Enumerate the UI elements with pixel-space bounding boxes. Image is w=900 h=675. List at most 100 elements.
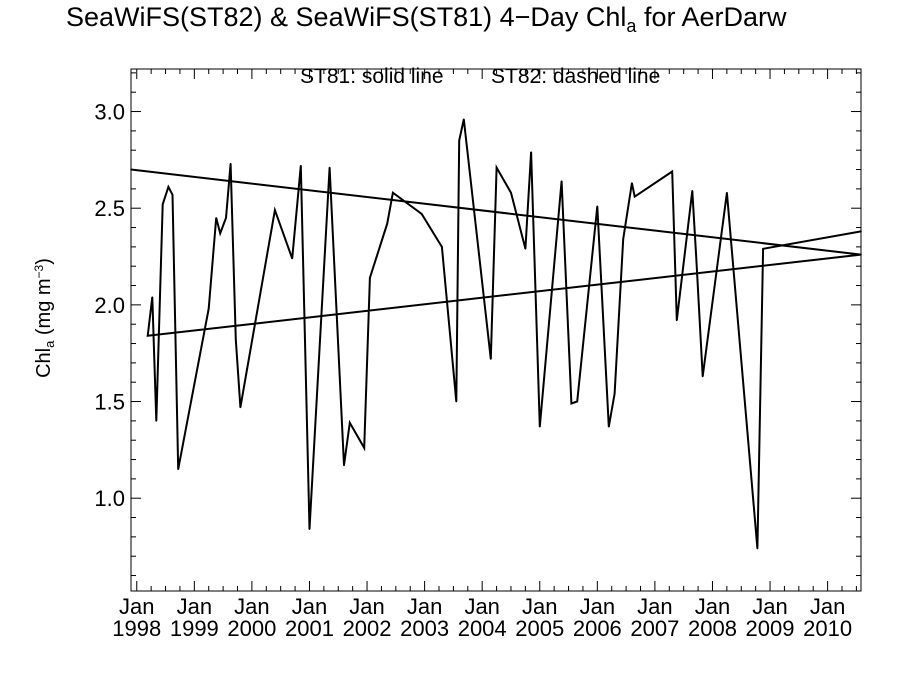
data-point (530, 151, 532, 153)
series-group (130, 118, 862, 550)
data-point (441, 246, 443, 248)
x-tick-label-month: Jan (580, 594, 615, 619)
x-tick-label-month: Jan (810, 594, 845, 619)
x-tick-label-month: Jan (522, 594, 557, 619)
data-point (207, 307, 210, 310)
data-point (462, 118, 465, 121)
data-point (274, 209, 276, 211)
x-tick-label-year: 2008 (688, 616, 737, 641)
chart-title: SeaWiFS(ST82) & SeaWiFS(ST81) 4−Day Chla… (66, 0, 787, 36)
x-tick-label-month: Jan (292, 594, 327, 619)
x-tick-label-year: 2001 (285, 616, 334, 641)
x-tick-label-year: 2006 (573, 616, 622, 641)
data-point (538, 425, 541, 428)
x-tick-label-year: 1999 (170, 616, 219, 641)
y-axis-label: Chla (mg m−3) (32, 258, 57, 378)
data-point (177, 468, 180, 471)
data-point (608, 425, 610, 428)
data-point (576, 400, 578, 403)
data-point (161, 203, 164, 206)
annotation-solid: ST81: solid line (300, 65, 444, 88)
data-point (524, 248, 527, 250)
x-tick-label-year: 2010 (803, 616, 852, 641)
y-tick-label: 1.5 (94, 390, 125, 415)
data-point (455, 400, 458, 403)
x-tick-label-year: 2002 (343, 616, 392, 641)
data-point (671, 170, 673, 173)
data-point (613, 393, 616, 395)
data-point (458, 139, 460, 142)
y-axis-label-unit-close: ) (33, 258, 55, 265)
data-point (726, 191, 728, 194)
chart-title-main: SeaWiFS(ST82) & SeaWiFS(ST81) 4−Day Chl (66, 2, 627, 32)
y-axis-label-unit: (mg m (33, 278, 55, 341)
minor-ticks (131, 69, 861, 591)
x-tick-label-month: Jan (119, 594, 154, 619)
data-point (675, 319, 678, 322)
data-point (308, 528, 311, 530)
x-tick-label-month: Jan (695, 594, 730, 619)
data-point (762, 248, 764, 250)
data-point (420, 213, 423, 215)
data-point (510, 191, 512, 194)
x-tick-label-month: Jan (464, 594, 499, 619)
data-point (691, 190, 694, 192)
data-point (146, 335, 149, 337)
data-point (229, 162, 232, 165)
data-point (392, 191, 394, 194)
data-point (343, 464, 345, 467)
data-point (155, 420, 158, 422)
y-axis-label-subscript: a (42, 340, 57, 348)
data-point (596, 205, 599, 208)
data-point (695, 257, 698, 260)
data-point (234, 338, 237, 341)
x-tick-label-month: Jan (234, 594, 269, 619)
major-ticks (131, 69, 861, 591)
data-point (215, 217, 218, 219)
x-tick-label-month: Jan (349, 594, 384, 619)
data-point (495, 166, 498, 169)
data-point (328, 166, 331, 169)
x-tick-label-year: 2009 (746, 616, 795, 641)
data-point (225, 217, 227, 219)
data-point (151, 296, 154, 298)
data-point (300, 164, 302, 167)
data-point (701, 375, 704, 378)
data-point (219, 232, 222, 235)
x-tick-label-month: Jan (752, 594, 787, 619)
x-tick-label-year: 2000 (227, 616, 276, 641)
x-tick-label-year: 2007 (630, 616, 679, 641)
data-point (560, 180, 563, 182)
x-tick-label-year: 1998 (112, 616, 161, 641)
data-point (633, 195, 636, 198)
data-point (756, 547, 759, 550)
data-point (167, 186, 170, 188)
y-axis-label-main: Chl (33, 347, 55, 378)
x-tick-label-month: Jan (177, 594, 212, 619)
y-tick-label: 2.0 (94, 293, 125, 318)
data-point (171, 193, 174, 196)
plot-frame (130, 68, 862, 592)
data-point (291, 257, 293, 260)
data-point (239, 406, 242, 409)
data-point (490, 358, 492, 360)
y-tick-label: 3.0 (94, 100, 125, 125)
y-tick-label: 2.5 (94, 196, 125, 221)
data-point (570, 402, 573, 405)
x-tick-label-month: Jan (637, 594, 672, 619)
x-tick-labels: Jan1998Jan1999Jan2000Jan2001Jan2002Jan20… (112, 594, 852, 641)
chart-title-suffix: for AerDarw (636, 2, 787, 32)
y-tick-labels: 1.0 1.5 2.0 2.5 3.0 (94, 100, 125, 512)
data-point (622, 238, 625, 240)
data-point (386, 222, 388, 225)
y-tick-label: 1.0 (94, 486, 125, 511)
data-point (363, 447, 365, 449)
x-tick-label-month: Jan (407, 594, 442, 619)
x-tick-label-year: 2004 (458, 616, 507, 641)
data-point (631, 182, 633, 184)
y-axis-label-superscript: −3 (32, 264, 46, 279)
annotation-dashed: ST82: dashed line (491, 65, 661, 88)
x-tick-label-year: 2005 (515, 616, 564, 641)
chart-title-subscript: a (626, 16, 637, 36)
